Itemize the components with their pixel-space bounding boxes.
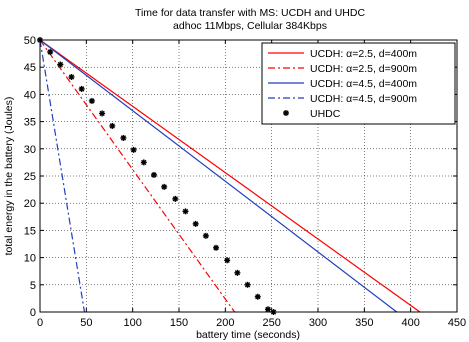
uhdc-point — [213, 244, 220, 251]
chart-title: Time for data transfer with MS: UCDH and… — [135, 7, 366, 19]
uhdc-point — [47, 48, 54, 55]
uhdc-point — [161, 183, 168, 190]
uhdc-point — [182, 208, 189, 215]
uhdc-point — [192, 220, 199, 227]
series-line-4 — [39, 39, 86, 313]
series-line-1 — [39, 39, 421, 313]
uhdc-point — [78, 85, 85, 92]
uhdc-point — [234, 269, 241, 276]
legend: UCDH: α=2.5, d=400m UCDH: α=2.5, d=900m UC… — [261, 42, 456, 125]
y-tick-label: 20 — [24, 198, 36, 210]
chart-subtitle: adhoc 11Mbps, Cellular 384Kbps — [173, 20, 327, 32]
y-tick-label: 50 — [24, 35, 36, 47]
legend-label: UCDH: α=4.5, d=400m — [310, 78, 417, 90]
uhdc-point — [202, 232, 209, 239]
y-tick-label: 15 — [24, 225, 36, 237]
uhdc-point — [57, 61, 64, 68]
uhdc-point — [224, 257, 231, 264]
y-tick-label: 35 — [24, 117, 36, 129]
uhdc-point — [68, 73, 75, 80]
x-tick-label: 350 — [355, 317, 373, 329]
x-tick-label: 0 — [37, 317, 43, 329]
uhdc-point — [120, 134, 127, 141]
legend-marker — [283, 110, 289, 116]
x-tick-label: 450 — [448, 317, 466, 329]
series-layer — [37, 37, 421, 315]
x-tick-label: 250 — [262, 317, 280, 329]
y-tick-label: 5 — [30, 280, 36, 292]
uhdc-point — [99, 110, 106, 117]
uhdc-point — [264, 306, 271, 313]
x-tick-label: 300 — [309, 317, 327, 329]
x-tick-label: 50 — [80, 317, 92, 329]
y-tick-label: 30 — [24, 144, 36, 156]
uhdc-point — [109, 122, 116, 129]
uhdc-point — [150, 171, 157, 178]
x-tick-label: 100 — [123, 317, 141, 329]
series-line-2 — [39, 39, 236, 313]
uhdc-point — [140, 159, 147, 166]
legend-label: UCDH: α=2.5, d=400m — [310, 48, 417, 60]
y-tick-label: 45 — [24, 62, 36, 74]
x-tick-label: 200 — [216, 317, 234, 329]
uhdc-point — [254, 293, 261, 300]
y-tick-label: 10 — [24, 253, 36, 265]
x-tick-label: 150 — [170, 317, 188, 329]
y-tick-label: 40 — [24, 89, 36, 101]
legend-label: UHDC — [310, 108, 341, 120]
y-tick-label: 25 — [24, 171, 36, 183]
x-axis-label: battery time (seconds) — [196, 329, 300, 341]
legend-label: UCDH: α=2.5, d=900m — [310, 63, 417, 75]
uhdc-point — [172, 195, 179, 202]
uhdc-point — [130, 146, 137, 153]
uhdc-point — [88, 97, 95, 104]
y-axis-label: total energy in the battery (Joules) — [3, 97, 15, 256]
series-line-3 — [39, 39, 398, 313]
legend-label: UCDH: α=4.5, d=900m — [310, 93, 417, 105]
uhdc-point — [244, 281, 251, 288]
y-tick-label: 0 — [30, 307, 36, 319]
x-tick-label: 400 — [401, 317, 419, 329]
